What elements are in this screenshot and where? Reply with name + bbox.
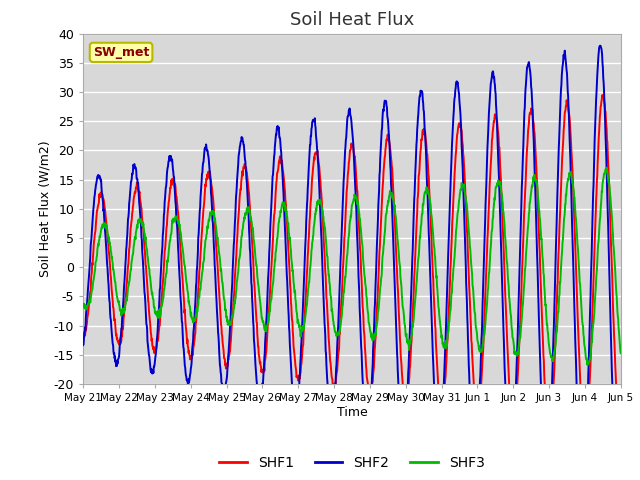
Legend: SHF1, SHF2, SHF3: SHF1, SHF2, SHF3 — [213, 450, 491, 475]
Text: SW_met: SW_met — [93, 46, 149, 59]
X-axis label: Time: Time — [337, 406, 367, 419]
Title: Soil Heat Flux: Soil Heat Flux — [290, 11, 414, 29]
Y-axis label: Soil Heat Flux (W/m2): Soil Heat Flux (W/m2) — [38, 141, 51, 277]
